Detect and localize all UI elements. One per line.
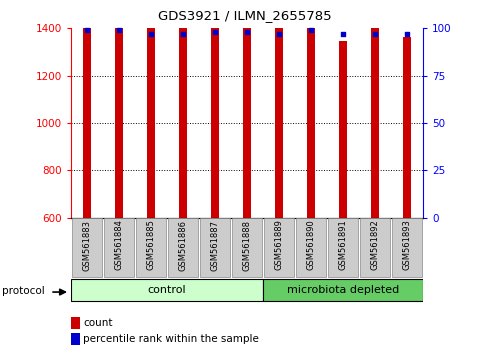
FancyBboxPatch shape [263,218,294,277]
Text: GSM561883: GSM561883 [82,219,91,270]
FancyBboxPatch shape [231,218,262,277]
FancyBboxPatch shape [295,218,325,277]
Text: GSM561890: GSM561890 [306,219,315,270]
Text: GSM561889: GSM561889 [274,219,283,270]
Bar [179,21,186,218]
Text: microbiota depleted: microbiota depleted [286,285,398,295]
FancyBboxPatch shape [263,279,422,302]
Point [83,27,91,33]
Point [402,31,410,37]
FancyBboxPatch shape [71,279,262,302]
Bar [71,317,80,329]
FancyBboxPatch shape [199,218,230,277]
Text: GSM561887: GSM561887 [210,219,219,270]
Bar [243,14,250,218]
Bar [306,0,314,218]
Bar [274,20,283,218]
Bar [71,333,80,346]
Point [243,29,250,35]
Bar [402,37,410,218]
Text: GSM561885: GSM561885 [146,219,155,270]
Bar [338,41,346,218]
FancyBboxPatch shape [103,218,134,277]
Text: protocol: protocol [2,286,45,296]
Text: GSM561884: GSM561884 [114,219,123,270]
FancyBboxPatch shape [71,218,102,277]
Text: percentile rank within the sample: percentile rank within the sample [83,334,259,344]
Point [370,31,378,37]
Text: GSM561892: GSM561892 [370,219,379,270]
Bar [370,18,378,218]
FancyBboxPatch shape [391,218,422,277]
Point [115,27,122,33]
FancyBboxPatch shape [359,218,389,277]
Point [338,31,346,37]
Point [306,27,314,33]
Text: GSM561888: GSM561888 [242,219,251,270]
Text: GSM561893: GSM561893 [402,219,410,270]
Bar [83,0,91,218]
FancyBboxPatch shape [167,218,198,277]
Text: control: control [147,285,186,295]
Text: GSM561886: GSM561886 [178,219,187,270]
Text: GSM561891: GSM561891 [338,219,347,270]
Point [274,31,282,37]
Point [179,31,186,37]
Bar [115,0,122,218]
FancyBboxPatch shape [327,218,358,277]
Bar [146,27,155,218]
FancyBboxPatch shape [135,218,166,277]
Text: GDS3921 / ILMN_2655785: GDS3921 / ILMN_2655785 [157,9,331,22]
Text: count: count [83,318,113,329]
Point [211,29,219,35]
Point [147,31,155,37]
Bar [210,0,219,218]
